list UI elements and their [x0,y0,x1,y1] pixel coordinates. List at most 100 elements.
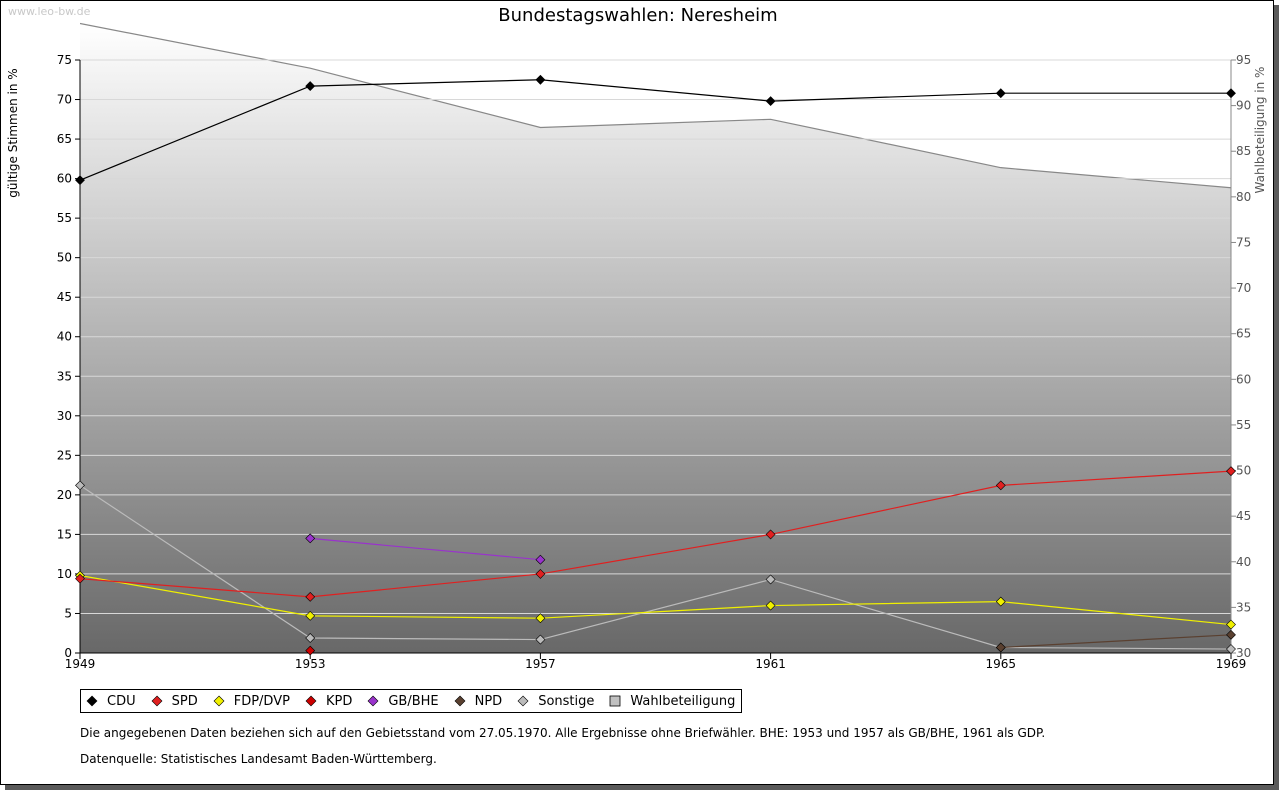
legend-swatch [151,695,163,707]
series-line-spd [79,470,1232,598]
series-line-sonstige [79,484,1232,650]
y-tick-label: 55 [57,211,72,225]
y-axis-title: gültige Stimmen in % [6,68,20,197]
legend-marker-kpd [305,695,317,707]
legend-swatch [609,695,621,707]
legend-marker-cdu [86,695,98,707]
legend-swatch [517,695,529,707]
legend-item-kpd: KPD [304,694,352,709]
data-point-spd [1226,466,1236,477]
legend-swatch [86,695,98,707]
footnote: Die angegebenen Daten beziehen sich auf … [80,726,1046,740]
legend-item-wahlbeteiligung: Wahlbeteiligung [608,694,735,709]
data-point-fdp-dvp [995,596,1006,607]
data-point-spd [535,569,546,579]
data-point-spd [305,591,316,602]
y2-tick-label: 90 [1236,99,1251,113]
watermark: www.leo-bw.de [8,5,91,18]
y2-axis-title: Wahlbeteiligung in % [1253,67,1267,194]
legend-swatch [305,695,317,707]
legend-label: Sonstige [538,693,595,709]
legend-item-sonstige: Sonstige [516,694,594,709]
legend-item-gb-bhe: GB/BHE [366,694,439,709]
y2-tick-label: 45 [1236,509,1251,523]
y2-tick-label: 75 [1236,235,1251,249]
y-tick-label: 20 [57,488,72,502]
data-point-sonstige [305,633,316,643]
y-tick-label: 50 [57,251,72,265]
y-tick-label: 65 [57,132,72,146]
data-point-sonstige [1226,644,1236,654]
y-tick-label: 0 [64,646,72,660]
y-tick-label: 35 [57,369,72,383]
data-point-spd [995,480,1006,491]
series-line-npd [1000,634,1232,649]
y-tick-label: 30 [57,409,72,423]
legend-label: FDP/DVP [233,693,290,709]
y2-tick-label: 95 [1236,53,1251,67]
x-tick-label: 1957 [525,657,556,671]
legend-marker-gb-bhe [367,695,379,707]
data-point-sonstige [535,634,546,645]
legend-item-spd: SPD [150,694,198,709]
y2-tick-label: 85 [1236,144,1251,158]
y2-tick-label: 40 [1236,555,1251,569]
data-source: Datenquelle: Statistisches Landesamt Bad… [80,752,437,766]
y2-tick-label: 30 [1236,646,1251,660]
legend-label: SPD [171,693,198,709]
data-point-cdu [765,96,776,107]
x-tick-label: 1961 [755,657,786,671]
legend-label: KPD [325,693,353,709]
y2-tick-label: 35 [1236,600,1251,614]
y2-tick-label: 50 [1236,464,1251,478]
series-line-fdp-dvp [79,574,1232,626]
data-point-cdu [1226,88,1236,99]
data-point-fdp-dvp [1226,619,1236,630]
y-tick-label: 40 [57,330,72,344]
data-point-npd [1226,629,1236,640]
data-point-cdu [995,88,1006,99]
data-point-cdu [75,175,85,186]
y-tick-label: 5 [64,606,72,620]
legend-label: Wahlbeteiligung [630,693,736,709]
chart-title: Bundestagswahlen: Neresheim [498,5,777,26]
legend-marker-npd [454,695,466,707]
x-tick-label: 1965 [986,657,1017,671]
x-tick-label: 1953 [295,657,326,671]
y-tick-label: 45 [57,290,72,304]
data-point-sonstige [765,574,776,585]
series-line-gb-bhe [310,537,541,561]
data-point-gb-bhe [535,554,546,565]
turnout-line [80,22,1231,189]
legend-label: NPD [474,693,503,709]
y-tick-label: 60 [57,172,72,186]
y2-tick-label: 60 [1236,372,1251,386]
legend-swatch [367,695,379,707]
legend-marker-fdp-dvp [213,695,225,707]
y-tick-label: 70 [57,93,72,107]
legend-marker-spd [151,695,163,707]
y2-tick-label: 65 [1236,327,1251,341]
data-point-spd [75,573,85,584]
x-tick-label: 1969 [1216,657,1247,671]
y-tick-label: 15 [57,527,72,541]
data-point-npd [995,642,1006,653]
legend-item-fdp-dvp: FDP/DVP [212,694,290,709]
x-tick-label: 1949 [65,657,96,671]
data-point-gb-bhe [305,533,316,544]
legend-marker-sonstige [517,695,529,707]
legend-marker-wahlbeteiligung [609,695,621,707]
y2-tick-label: 55 [1236,418,1251,432]
data-point-fdp-dvp [765,600,776,611]
data-point-cdu [535,74,546,85]
data-point-fdp-dvp [535,613,546,624]
legend-label: CDU [107,693,136,709]
y2-tick-label: 70 [1236,281,1251,295]
legend-swatch [213,695,225,707]
y-tick-label: 75 [57,53,72,67]
y-tick-label: 10 [57,567,72,581]
legend: CDU SPD FDP/DVP KPD GB/BHE NPD Sonstige Wahlbet… [80,689,743,713]
legend-item-cdu: CDU [85,694,136,709]
y2-tick-label: 80 [1236,190,1251,204]
